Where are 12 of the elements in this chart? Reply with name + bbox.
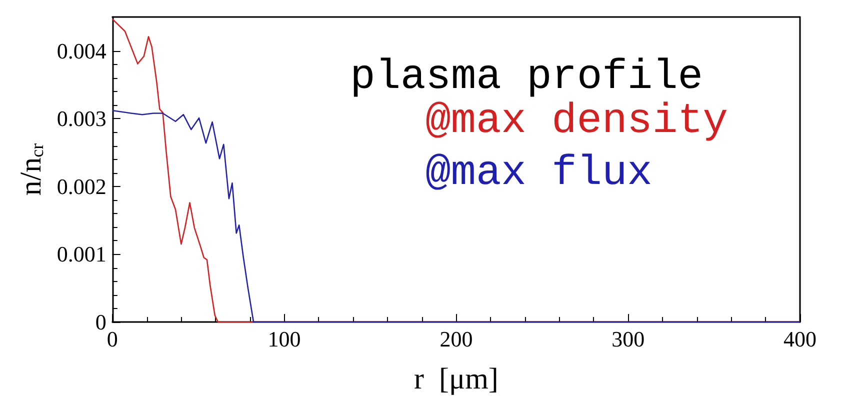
x-tick-label: 200 bbox=[440, 326, 473, 352]
y-tick-label: 0.003 bbox=[56, 106, 106, 132]
x-tick-label: 100 bbox=[268, 326, 301, 352]
y-tick-label: 0.001 bbox=[56, 242, 106, 267]
y-tick-label: 0 bbox=[95, 310, 106, 334]
x-tick-label: 300 bbox=[612, 326, 645, 352]
x-axis-title: r [μm] bbox=[414, 362, 498, 396]
y-tick-label: 0.004 bbox=[56, 38, 106, 64]
y-axis-title: n/ncr bbox=[14, 143, 48, 196]
y-tick-label: 0.002 bbox=[56, 174, 106, 199]
x-tick-label: 400 bbox=[784, 326, 816, 352]
text: @max flux bbox=[426, 149, 652, 197]
